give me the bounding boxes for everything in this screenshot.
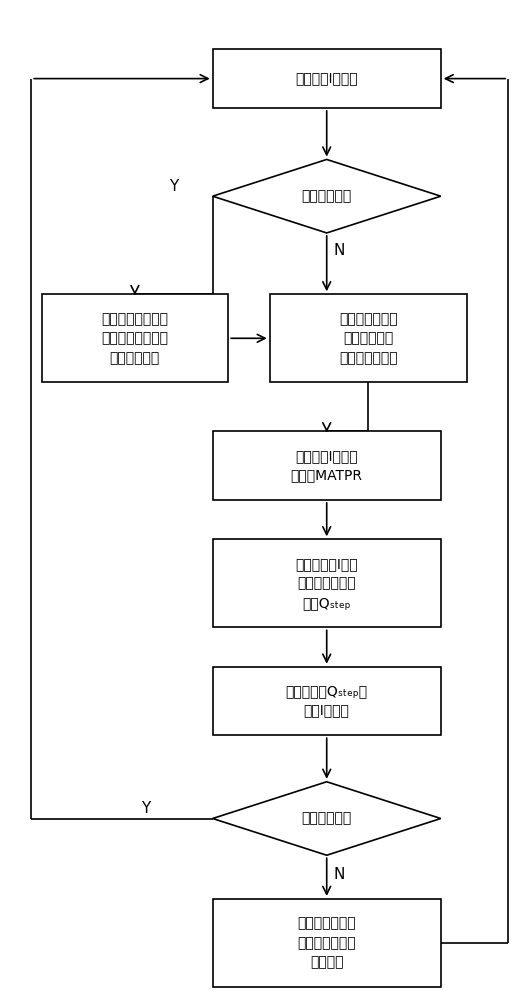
Text: 根据提出的I帧码
率模型计算量化
步长Qₛₜₑₚ: 根据提出的I帧码 率模型计算量化 步长Qₛₜₑₚ <box>295 557 358 610</box>
Text: 序列的第一帧: 序列的第一帧 <box>302 189 352 203</box>
Text: N: N <box>334 243 345 258</box>
Bar <box>213 899 441 987</box>
Bar <box>270 294 467 382</box>
Bar <box>213 667 441 735</box>
Text: Y: Y <box>169 179 178 194</box>
Text: 用计算出的Qₛₜₑₚ对
当前I帧编码: 用计算出的Qₛₜₑₚ对 当前I帧编码 <box>286 684 368 718</box>
Polygon shape <box>213 782 441 855</box>
Polygon shape <box>213 159 441 233</box>
Text: 置初始缓冲区水平
为零，设码率模型
参数为经验値: 置初始缓冲区水平 为零，设码率模型 参数为经验値 <box>102 312 168 365</box>
Bar <box>42 294 228 382</box>
Text: 序列的第一帧: 序列的第一帧 <box>302 812 352 826</box>
Bar <box>213 431 441 500</box>
Text: N: N <box>334 867 345 882</box>
Text: 读入一个I帧图像: 读入一个I帧图像 <box>295 72 358 86</box>
Bar <box>213 539 441 627</box>
Bar <box>213 49 441 108</box>
Text: 用线性回归方法
更新码率模型的
两个参数: 用线性回归方法 更新码率模型的 两个参数 <box>297 916 356 969</box>
Text: 计算当前I帧编码
复杂度MATPR: 计算当前I帧编码 复杂度MATPR <box>291 449 363 482</box>
Text: 根据目标码率、
帧率和缓冲区
计算目标比特数: 根据目标码率、 帧率和缓冲区 计算目标比特数 <box>339 312 397 365</box>
Text: Y: Y <box>141 801 150 816</box>
